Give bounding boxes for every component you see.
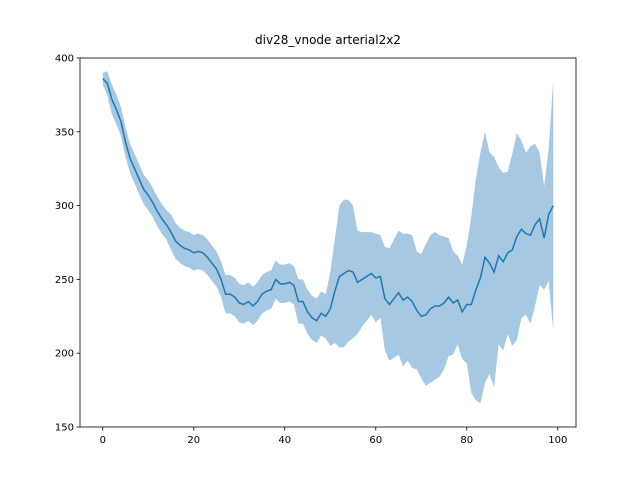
x-tick-label: 40: [278, 435, 291, 446]
y-tick-label: 150: [55, 423, 74, 434]
x-tick-label: 80: [460, 435, 473, 446]
band: [102, 71, 554, 404]
x-tick-label: 0: [100, 435, 106, 446]
x-tick-label: 60: [369, 435, 382, 446]
y-tick-label: 350: [55, 127, 74, 138]
line: [102, 78, 554, 322]
x-tick-label: 20: [187, 435, 200, 446]
y-tick-label: 250: [55, 275, 74, 286]
x-tick-label: 100: [548, 435, 567, 446]
plot-frame: [79, 57, 577, 428]
y-tick-label: 300: [55, 201, 74, 212]
y-tick-label: 200: [55, 349, 74, 360]
chart-title: div28_vnode arterial2x2: [255, 33, 401, 47]
y-tick-label: 400: [55, 54, 74, 65]
